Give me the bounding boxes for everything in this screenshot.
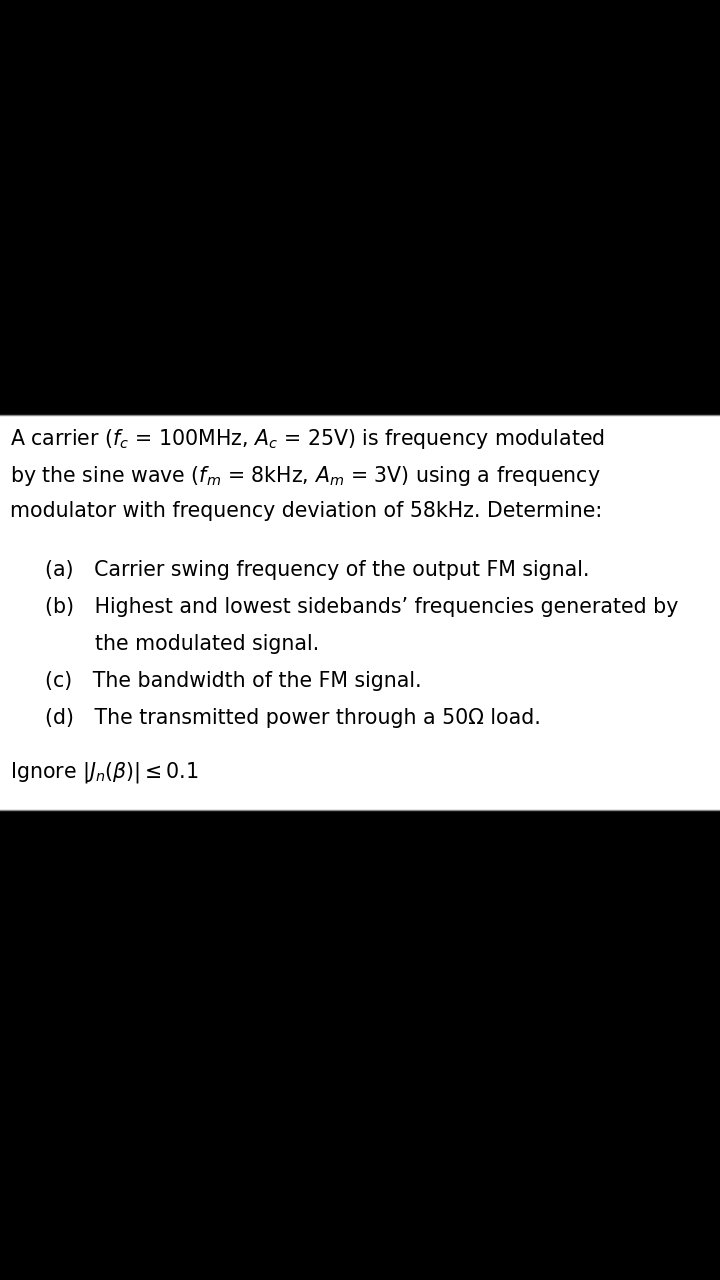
Text: (d) The transmitted power through a 50Ω load.: (d) The transmitted power through a 50Ω … [45,708,541,728]
Text: the modulated signal.: the modulated signal. [95,634,319,654]
Text: (b) Highest and lowest sidebands’ frequencies generated by: (b) Highest and lowest sidebands’ freque… [45,598,678,617]
Text: A carrier ($f_c$ = 100MHz, $A_c$ = 25V) is frequency modulated: A carrier ($f_c$ = 100MHz, $A_c$ = 25V) … [10,428,605,451]
Text: by the sine wave ($f_m$ = 8kHz, $A_m$ = 3V) using a frequency: by the sine wave ($f_m$ = 8kHz, $A_m$ = … [10,463,600,488]
Text: modulator with frequency deviation of 58kHz. Determine:: modulator with frequency deviation of 58… [10,500,602,521]
Text: Ignore $|J_n(\beta)| \leq 0.1$: Ignore $|J_n(\beta)| \leq 0.1$ [10,760,199,785]
Text: (c) The bandwidth of the FM signal.: (c) The bandwidth of the FM signal. [45,671,422,691]
Bar [0,415,720,810]
Text: (a) Carrier swing frequency of the output FM signal.: (a) Carrier swing frequency of the outpu… [45,561,590,580]
